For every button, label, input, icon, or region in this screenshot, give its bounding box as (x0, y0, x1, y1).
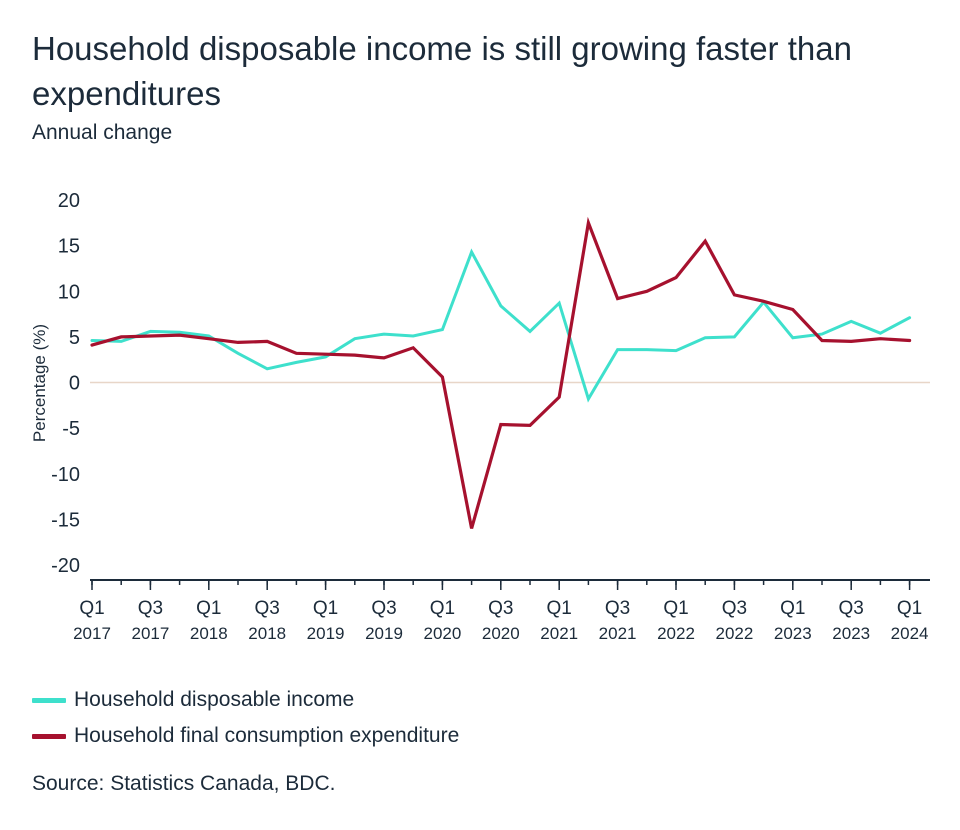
legend-swatch-income (32, 697, 66, 703)
x-tick-label-quarter: Q1 (196, 598, 221, 619)
x-tick-label-quarter: Q3 (839, 598, 864, 619)
source-note: Source: Statistics Canada, BDC. (32, 772, 336, 795)
legend: Household disposable income Household fi… (32, 682, 459, 754)
series-line-expenditure (90, 216, 912, 529)
x-tick-label-quarter: Q3 (138, 598, 163, 619)
x-tick-label-year: 2021 (599, 624, 637, 643)
axis-layer: 20 15 10 5 0 -5 -10 -15 -20 Q1 2017 Q3 2017 Q1 2018 Q3 2… (51, 190, 930, 643)
x-tick-label-year: 2024 (891, 624, 929, 643)
y-tick-label: -10 (51, 464, 80, 486)
x-tick-label-year: 2017 (131, 624, 169, 643)
y-tick-label: -15 (51, 509, 80, 531)
chart-title: Household disposable income is still gro… (32, 30, 852, 112)
x-tick-label-quarter: Q1 (313, 598, 338, 619)
x-tick-label-quarter: Q3 (488, 598, 513, 619)
y-tick-label: 20 (58, 190, 80, 212)
x-tick-label-year: 2023 (774, 624, 812, 643)
legend-item-expenditure: Household final consumption expenditure (32, 718, 459, 754)
x-tick-label-quarter: Q1 (897, 598, 922, 619)
legend-label-expenditure: Household final consumption expenditure (74, 724, 460, 747)
line-chart: 20 15 10 5 0 -5 -10 -15 -20 Q1 2017 Q3 2017 Q1 2018 Q3 2… (30, 190, 930, 643)
x-tick-label-quarter: Q1 (663, 598, 688, 619)
x-tick-label-quarter: Q1 (547, 598, 572, 619)
x-tick-label-year: 2021 (540, 624, 578, 643)
x-tick-label-quarter: Q1 (780, 598, 805, 619)
chart-subtitle: Annual change (32, 121, 173, 144)
y-tick-label: -20 (51, 555, 80, 577)
x-tick-label-year: 2017 (73, 624, 111, 643)
x-tick-label-year: 2023 (832, 624, 870, 643)
x-tick-label-year: 2018 (248, 624, 286, 643)
x-tick-label-year: 2020 (482, 624, 520, 643)
series-line-income (90, 248, 912, 403)
x-tick-label-quarter: Q3 (255, 598, 280, 619)
x-tick-label-year: 2019 (307, 624, 345, 643)
x-tick-label-quarter: Q3 (371, 598, 396, 619)
y-tick-label: 5 (69, 327, 80, 349)
legend-item-income: Household disposable income (32, 682, 459, 718)
y-tick-label: 10 (58, 281, 80, 303)
y-tick-label: 15 (58, 236, 80, 258)
y-axis-label: Percentage (%) (30, 324, 49, 442)
y-tick-label: 0 (69, 373, 80, 395)
x-tick-label-quarter: Q3 (605, 598, 630, 619)
series-layer (90, 216, 912, 529)
x-tick-label-quarter: Q1 (79, 598, 104, 619)
legend-label-income: Household disposable income (74, 688, 355, 711)
x-tick-label-year: 2022 (715, 624, 753, 643)
x-tick-label-year: 2019 (365, 624, 403, 643)
x-tick-label-year: 2020 (423, 624, 461, 643)
y-tick-label: -5 (62, 418, 80, 440)
legend-swatch-expenditure (32, 733, 66, 739)
x-tick-label-quarter: Q1 (430, 598, 455, 619)
x-tick-label-year: 2022 (657, 624, 695, 643)
x-tick-label-quarter: Q3 (722, 598, 747, 619)
x-tick-label-year: 2018 (190, 624, 228, 643)
